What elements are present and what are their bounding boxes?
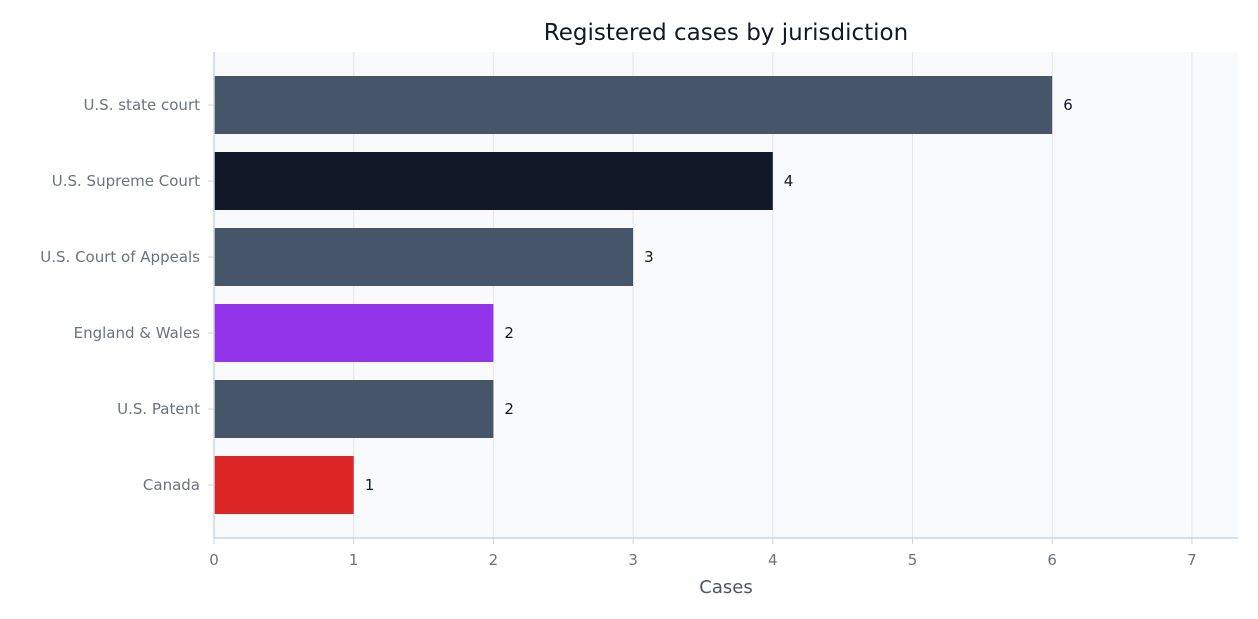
bars-group bbox=[214, 76, 1053, 514]
category-label: Canada bbox=[143, 476, 200, 494]
category-label: U.S. Patent bbox=[117, 400, 200, 418]
x-tick-label: 5 bbox=[908, 551, 918, 569]
category-label: U.S. Supreme Court bbox=[52, 172, 200, 190]
data-label: 2 bbox=[504, 324, 514, 342]
x-tick-label: 4 bbox=[768, 551, 778, 569]
axes-group bbox=[213, 52, 1238, 539]
category-label: U.S. Court of Appeals bbox=[40, 248, 200, 266]
y-axis-categories: U.S. state court U.S. Supreme Court U.S. C… bbox=[40, 96, 214, 494]
x-tick-label: 7 bbox=[1187, 551, 1197, 569]
x-tick-label: 6 bbox=[1047, 551, 1057, 569]
x-tick-label: 3 bbox=[628, 551, 638, 569]
x-tick-label: 2 bbox=[489, 551, 499, 569]
data-label: 4 bbox=[784, 172, 794, 190]
x-axis-ticks: 0 1 2 3 4 5 6 7 bbox=[209, 538, 1197, 569]
data-label: 1 bbox=[365, 476, 375, 494]
data-label: 3 bbox=[644, 248, 654, 266]
x-tick-label: 0 bbox=[209, 551, 219, 569]
bar bbox=[214, 456, 354, 514]
bar bbox=[214, 380, 494, 438]
data-label: 6 bbox=[1063, 96, 1073, 114]
bar bbox=[214, 152, 773, 210]
bar bbox=[214, 228, 634, 286]
x-axis-label: Cases bbox=[699, 577, 752, 598]
category-label: U.S. state court bbox=[83, 96, 200, 114]
bar bbox=[214, 304, 494, 362]
data-label: 2 bbox=[504, 400, 514, 418]
chart-title: Registered cases by jurisdiction bbox=[544, 20, 908, 46]
x-tick-label: 1 bbox=[349, 551, 359, 569]
category-label: England & Wales bbox=[74, 324, 201, 342]
bar bbox=[214, 76, 1053, 134]
data-labels: 6 4 3 2 2 1 bbox=[365, 96, 1073, 494]
